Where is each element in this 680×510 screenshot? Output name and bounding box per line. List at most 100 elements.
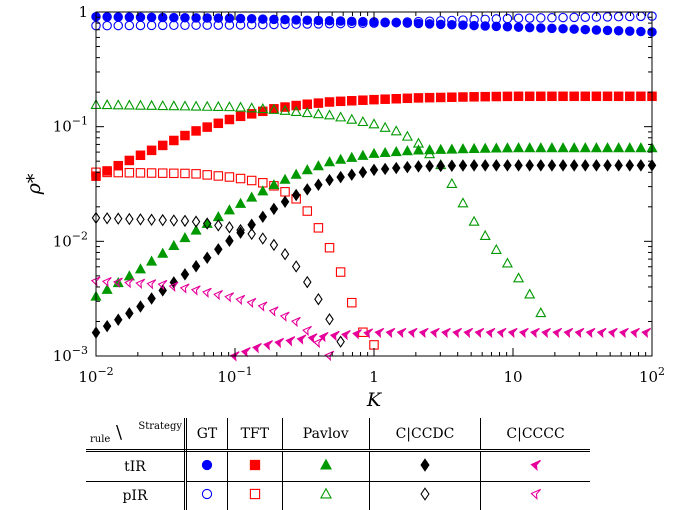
data-point	[580, 12, 591, 22]
data-point	[503, 159, 512, 172]
data-point	[396, 327, 407, 339]
data-point	[507, 327, 518, 339]
data-point	[303, 275, 312, 289]
x-tick-label: 10−1	[217, 365, 252, 386]
y-tick-label: 10−1	[53, 115, 88, 136]
data-point	[212, 100, 224, 111]
data-point	[379, 146, 391, 158]
data-point	[490, 142, 502, 153]
data-point	[125, 307, 134, 320]
data-point	[518, 327, 529, 339]
data-point	[190, 285, 201, 296]
legend-col-pavlov: Pavlov	[281, 418, 370, 453]
square-outline-icon	[249, 488, 260, 500]
data-point	[591, 25, 602, 35]
data-point	[369, 94, 379, 105]
data-point	[501, 142, 513, 153]
data-point	[213, 13, 224, 23]
data-point	[563, 327, 574, 339]
data-point	[279, 104, 291, 115]
data-point	[190, 100, 202, 111]
legend-marker	[201, 488, 213, 500]
data-point	[314, 292, 323, 306]
data-point	[335, 18, 346, 29]
data-point	[179, 283, 190, 294]
legend-row-label-tir: tIR	[86, 450, 187, 482]
data-point	[502, 22, 513, 32]
data-point	[180, 168, 190, 179]
data-point	[213, 171, 224, 181]
data-point	[336, 170, 345, 184]
data-point	[168, 281, 179, 292]
data-point	[463, 327, 474, 339]
data-point	[301, 164, 313, 175]
data-point	[202, 217, 212, 230]
data-point	[429, 327, 440, 339]
data-point	[574, 327, 585, 339]
data-point	[636, 11, 646, 22]
y-axis-label: ρ*	[23, 173, 45, 195]
data-point	[536, 13, 546, 23]
data-point	[180, 13, 190, 23]
data-point	[424, 92, 435, 103]
data-point	[146, 168, 157, 178]
data-point	[447, 92, 457, 102]
circle-outline-icon	[201, 488, 213, 500]
data-point	[412, 144, 425, 155]
data-point	[257, 103, 269, 114]
data-point	[157, 247, 169, 258]
data-point	[146, 20, 157, 31]
data-point	[536, 91, 546, 102]
data-point	[636, 91, 646, 102]
data-point	[191, 20, 201, 30]
data-point	[235, 101, 247, 112]
data-point	[391, 94, 401, 104]
data-point	[101, 283, 113, 294]
data-point	[318, 332, 329, 343]
data-point	[524, 22, 535, 33]
data-point	[314, 178, 323, 191]
data-point	[413, 16, 424, 27]
data-point	[269, 14, 279, 25]
data-point	[569, 12, 579, 23]
legend-marker	[529, 488, 541, 500]
data-point	[624, 142, 636, 153]
data-point	[258, 19, 268, 30]
data-point	[418, 327, 429, 339]
data-point	[558, 12, 568, 23]
x-tick-label: 102	[639, 365, 665, 386]
data-point	[290, 168, 302, 179]
data-point	[581, 159, 590, 172]
data-point	[380, 17, 390, 28]
data-point	[102, 167, 112, 178]
data-point	[325, 173, 334, 187]
data-point	[134, 263, 147, 274]
data-point	[268, 103, 280, 114]
data-point	[324, 350, 335, 362]
data-point	[123, 270, 135, 281]
data-point	[347, 297, 357, 308]
data-point	[124, 12, 135, 22]
series-5	[90, 98, 547, 318]
legend-marker	[249, 488, 260, 500]
data-point	[590, 142, 602, 153]
data-point	[112, 99, 124, 110]
plot-frame	[95, 11, 653, 357]
data-point	[613, 91, 624, 102]
data-point	[236, 223, 245, 237]
legend-marker	[420, 487, 430, 501]
data-point	[313, 15, 324, 26]
data-point	[407, 327, 418, 339]
data-point	[468, 215, 480, 226]
data-point	[541, 327, 551, 339]
series-8	[229, 327, 652, 362]
data-point	[312, 108, 324, 119]
data-point	[558, 159, 568, 172]
data-point	[414, 160, 423, 173]
data-point	[280, 19, 290, 30]
data-point	[358, 18, 368, 29]
data-point	[202, 13, 212, 23]
data-point	[235, 173, 246, 184]
y-tick-label: 10−3	[53, 344, 88, 365]
data-point	[546, 142, 558, 153]
